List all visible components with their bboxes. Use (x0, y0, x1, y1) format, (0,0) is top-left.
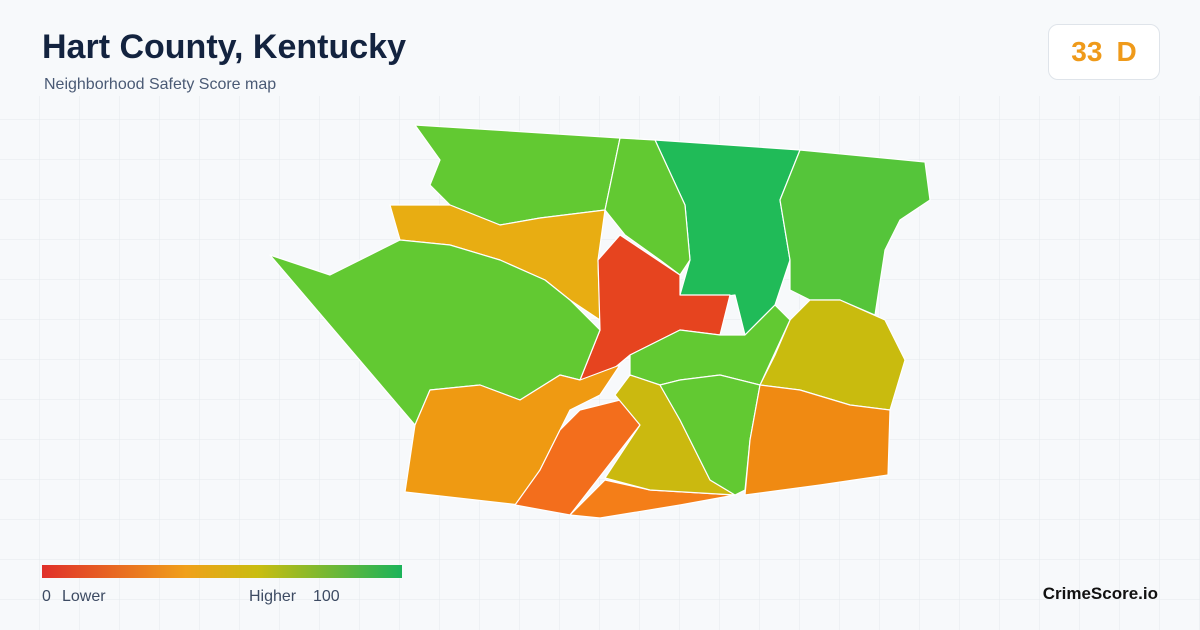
title: Hart County, Kentucky (42, 28, 406, 66)
regions (269, 124, 931, 519)
legend-min: 0 (42, 588, 51, 605)
score-badge: 33 D (1048, 24, 1160, 80)
brand: CrimeScore.io (1042, 584, 1158, 603)
legend-min-label: Lower (62, 588, 106, 605)
legend-max-label: Higher (249, 588, 297, 605)
grade: D (1116, 36, 1137, 67)
legend-max: 100 (313, 588, 340, 605)
score: 33 (1071, 36, 1103, 67)
subtitle: Neighborhood Safety Score map (44, 76, 277, 93)
legend-bar (42, 565, 402, 578)
